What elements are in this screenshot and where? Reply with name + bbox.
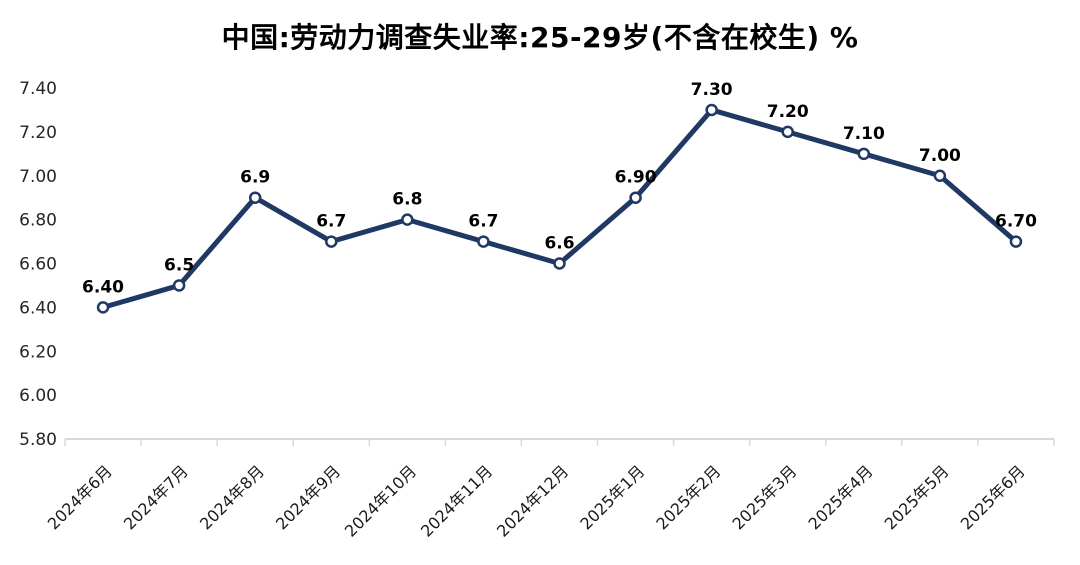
- x-axis-category-label: 2024年9月: [272, 461, 344, 533]
- data-point-label: 7.20: [767, 102, 809, 122]
- y-axis-tick-label: 7.40: [19, 79, 57, 99]
- x-axis-category-label: 2024年6月: [44, 461, 116, 533]
- data-point-label: 6.6: [544, 234, 574, 254]
- data-point-marker: [629, 191, 642, 204]
- x-axis-category-label: 2025年3月: [729, 461, 801, 533]
- data-point-label: 6.7: [316, 212, 346, 232]
- data-point-label: 6.90: [615, 168, 657, 188]
- y-axis-tick-label: 7.00: [19, 167, 57, 187]
- x-axis-category-label: 2024年7月: [120, 461, 192, 533]
- y-axis-tick-label: 5.80: [19, 430, 57, 450]
- x-axis-category-label: 2024年11月: [417, 461, 496, 540]
- data-point-label: 6.70: [995, 212, 1037, 232]
- x-axis-category-label: 2024年10月: [341, 461, 420, 540]
- data-point-marker: [857, 147, 871, 161]
- x-axis-category-label: 2025年6月: [957, 461, 1029, 533]
- data-point-label: 6.8: [392, 190, 422, 210]
- x-axis-category-label: 2025年2月: [652, 461, 724, 533]
- data-point-label: 6.9: [240, 168, 270, 188]
- chart-title: 中国:劳动力调查失业率:25-29岁(不含在校生) %: [221, 21, 859, 54]
- data-point-marker: [172, 279, 186, 292]
- x-axis-category-label: 2024年8月: [196, 461, 268, 533]
- y-axis-tick-label: 6.60: [19, 255, 57, 275]
- y-axis-tick-label: 6.40: [19, 298, 57, 318]
- data-point-label: 6.5: [164, 255, 194, 275]
- x-axis-category-label: 2024年12月: [493, 461, 572, 540]
- data-point-marker: [96, 301, 110, 314]
- x-axis-category-label: 2025年1月: [576, 461, 648, 533]
- data-point-marker: [705, 103, 718, 117]
- data-point-label: 7.30: [691, 80, 733, 100]
- data-point-marker: [781, 125, 794, 139]
- x-axis-category-label: 2025年4月: [805, 461, 877, 533]
- data-point-label: 6.7: [468, 212, 498, 232]
- data-point-marker: [401, 213, 414, 226]
- data-point-marker: [553, 257, 566, 270]
- data-point-marker: [477, 235, 490, 248]
- data-point-label: 7.10: [843, 124, 885, 144]
- data-point-marker: [933, 169, 947, 182]
- y-axis-tick-label: 6.00: [19, 386, 57, 406]
- y-axis-tick-label: 6.20: [19, 342, 57, 362]
- data-point-marker: [248, 191, 262, 204]
- x-axis-category-label: 2025年5月: [881, 461, 953, 533]
- data-point-label: 6.40: [82, 277, 124, 297]
- data-point-marker: [1009, 235, 1023, 248]
- data-point-label: 7.00: [919, 146, 961, 166]
- data-point-marker: [325, 235, 338, 248]
- y-axis-tick-label: 7.20: [19, 123, 57, 143]
- y-axis-tick-label: 6.80: [19, 211, 57, 231]
